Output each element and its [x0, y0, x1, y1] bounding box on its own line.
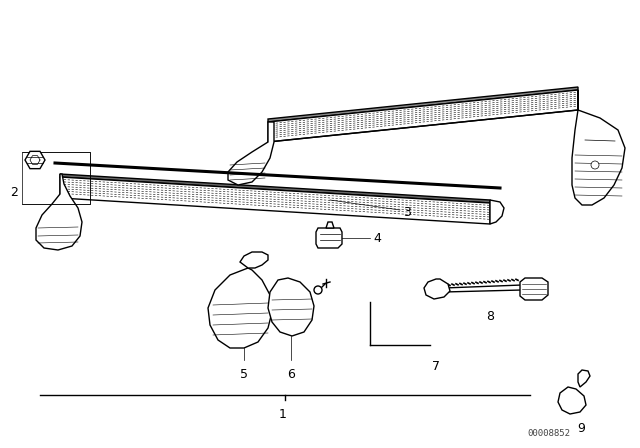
Text: 9: 9	[577, 422, 585, 435]
Polygon shape	[578, 370, 590, 387]
Polygon shape	[520, 278, 548, 300]
Circle shape	[314, 286, 322, 294]
Polygon shape	[326, 222, 334, 228]
Text: 5: 5	[240, 368, 248, 381]
Circle shape	[591, 161, 599, 169]
Polygon shape	[268, 87, 578, 122]
Polygon shape	[572, 90, 625, 205]
Polygon shape	[268, 278, 314, 336]
Polygon shape	[208, 268, 272, 348]
Text: 00008852: 00008852	[527, 429, 570, 438]
Polygon shape	[36, 174, 82, 250]
Polygon shape	[424, 279, 450, 299]
Polygon shape	[558, 387, 586, 414]
Text: 2: 2	[10, 185, 18, 198]
Text: 8: 8	[486, 310, 494, 323]
Polygon shape	[25, 151, 45, 168]
Polygon shape	[240, 252, 268, 268]
Text: 3: 3	[403, 206, 411, 219]
Polygon shape	[490, 200, 504, 224]
Polygon shape	[316, 228, 342, 248]
Polygon shape	[60, 177, 490, 224]
Polygon shape	[268, 90, 578, 142]
Text: 1: 1	[279, 408, 287, 421]
Text: 6: 6	[287, 368, 295, 381]
Text: 4: 4	[373, 232, 381, 245]
Polygon shape	[60, 174, 490, 203]
Polygon shape	[228, 122, 274, 185]
Text: 7: 7	[432, 360, 440, 373]
